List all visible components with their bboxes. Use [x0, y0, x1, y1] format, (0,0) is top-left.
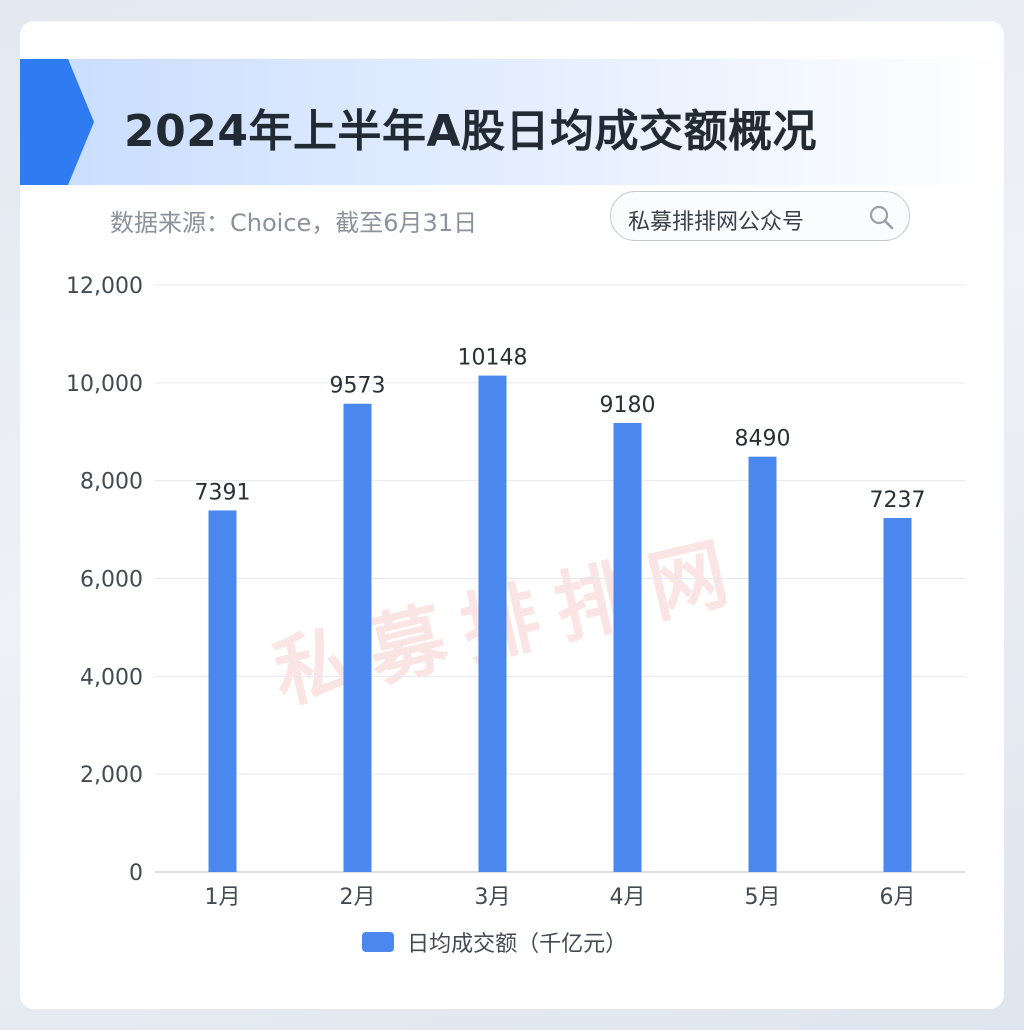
- x-tick-label: 4月: [610, 885, 646, 910]
- search-icon[interactable]: [867, 203, 895, 231]
- bar-5: [748, 456, 777, 872]
- legend-item[interactable]: 日均成交额（千亿元）: [362, 926, 627, 958]
- data-label: 8490: [735, 427, 791, 452]
- y-tick-label: 2,000: [80, 763, 143, 788]
- y-tick-label: 6,000: [80, 568, 143, 593]
- legend-label: 日均成交额（千亿元）: [407, 932, 628, 957]
- bar-6: [883, 517, 912, 872]
- title-banner: [20, 59, 1004, 185]
- x-tick-label: 5月: [745, 885, 781, 910]
- title-accent: [20, 59, 94, 185]
- bar-3: [478, 375, 507, 872]
- data-label: 7237: [870, 488, 926, 513]
- bar-2: [343, 403, 372, 872]
- data-label: 9180: [600, 393, 656, 418]
- data-label: 7391: [195, 480, 251, 505]
- y-tick-label: 8,000: [80, 470, 143, 495]
- y-tick-label: 12,000: [66, 274, 143, 299]
- search-box[interactable]: 私募排排网公众号: [610, 191, 910, 241]
- x-tick-label: 6月: [880, 885, 916, 910]
- search-box-label: 私募排排网公众号: [628, 210, 805, 235]
- x-tick-label: 1月: [205, 885, 241, 910]
- y-tick-label: 0: [129, 861, 143, 886]
- chart-title: 2024年上半年A股日均成交额概况: [124, 106, 818, 157]
- data-label: 10148: [458, 346, 528, 371]
- legend-swatch: [362, 932, 394, 952]
- chart-card: 2024年上半年A股日均成交额概况 数据来源：Choice，截至6月31日 私募…: [20, 21, 1004, 1009]
- data-label: 9573: [330, 374, 386, 399]
- bar-4: [613, 422, 642, 872]
- title-accent-shape: [20, 59, 94, 185]
- x-tick-label: 2月: [340, 885, 376, 910]
- x-tick-label: 3月: [475, 885, 511, 910]
- source-note: 数据来源：Choice，截至6月31日: [110, 209, 478, 237]
- bar-1: [208, 510, 237, 872]
- y-tick-label: 10,000: [66, 372, 143, 397]
- y-tick-label: 4,000: [80, 665, 143, 690]
